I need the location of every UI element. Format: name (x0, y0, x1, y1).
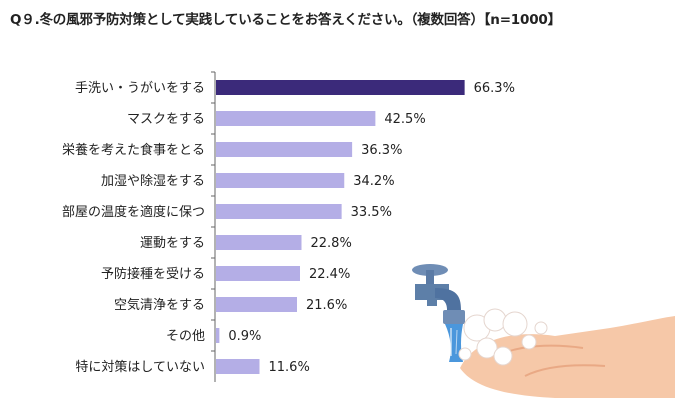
value-label: 11.6% (269, 360, 310, 375)
value-label: 0.9% (228, 329, 261, 344)
value-label: 22.8% (311, 236, 352, 251)
category-label: 部屋の温度を適度に保つ (62, 204, 205, 220)
category-label: 予防接種を受ける (101, 266, 205, 282)
category-label: 空気清浄をする (114, 297, 205, 313)
bar (216, 111, 376, 126)
value-label: 34.2% (353, 174, 394, 189)
bar (216, 266, 300, 281)
category-label: 栄養を考えた食事をとる (62, 142, 205, 158)
category-label: その他 (166, 329, 205, 344)
value-label: 33.5% (351, 205, 392, 220)
bar (216, 142, 353, 157)
bar (216, 328, 220, 343)
bar (216, 173, 345, 188)
value-label: 36.3% (361, 143, 402, 158)
value-label: 21.6% (306, 298, 347, 313)
faucet-handwash-illustration (412, 264, 675, 398)
water-stream-icon (445, 324, 463, 362)
category-label: 手洗い・うがいをする (75, 81, 205, 96)
value-label: 42.5% (384, 112, 425, 127)
category-label: 特に対策はしていない (75, 359, 205, 375)
washing-hands-icon (458, 308, 675, 398)
category-label: 運動をする (140, 236, 205, 251)
bar (216, 235, 302, 250)
bar (216, 359, 260, 374)
bar (216, 204, 342, 219)
value-label: 66.3% (474, 81, 515, 96)
chart-title: Q９.冬の風邪予防対策として実践していることをお答えください。（複数回答）【n=… (10, 12, 561, 28)
value-label: 22.4% (309, 267, 350, 282)
bar (216, 297, 297, 312)
category-label: マスクをする (127, 112, 205, 127)
bar (216, 80, 465, 95)
faucet-icon (412, 264, 465, 324)
category-label: 加湿や除湿をする (101, 174, 205, 189)
